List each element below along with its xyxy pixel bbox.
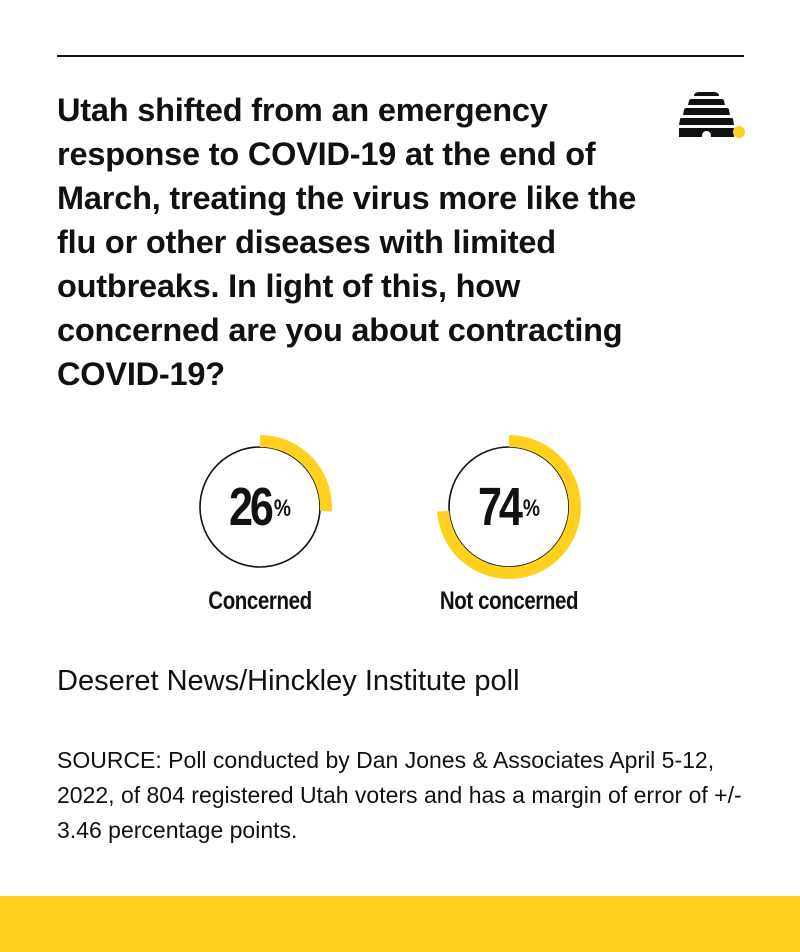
donut-not-concerned-label: Not concerned	[439, 587, 579, 615]
donut-concerned-number: 26	[229, 477, 274, 537]
top-rule	[57, 55, 744, 57]
donut-not-concerned-svg	[437, 435, 581, 579]
headline: Utah shifted from an emergency response …	[57, 92, 637, 392]
donut-not-concerned: 74%	[429, 427, 589, 587]
source-note: SOURCE: Poll conducted by Dan Jones & As…	[57, 747, 742, 843]
donut-concerned-unit: %	[273, 495, 291, 522]
beehive-dot	[733, 126, 745, 138]
donut-concerned-label: Concerned	[208, 587, 312, 615]
donut-concerned-svg	[199, 435, 332, 568]
donut-concerned-value: 26%	[196, 475, 324, 539]
poll-subtitle: Deseret News/Hinckley Institute poll	[57, 665, 520, 697]
beehive-row-3	[683, 108, 730, 115]
donut-not-concerned-unit: %	[522, 495, 540, 522]
beehive-row-4	[679, 118, 734, 125]
beehive-row-2	[688, 99, 725, 105]
beehive-base	[679, 128, 734, 137]
donut-concerned: 26%	[180, 427, 340, 587]
beehive-icon	[679, 92, 745, 138]
donut-not-concerned-value: 74%	[445, 475, 573, 539]
donut-not-concerned-number: 74	[478, 477, 523, 537]
footer-bar	[0, 896, 800, 952]
donut-concerned-arc	[260, 435, 332, 512]
beehive-top	[694, 92, 719, 96]
